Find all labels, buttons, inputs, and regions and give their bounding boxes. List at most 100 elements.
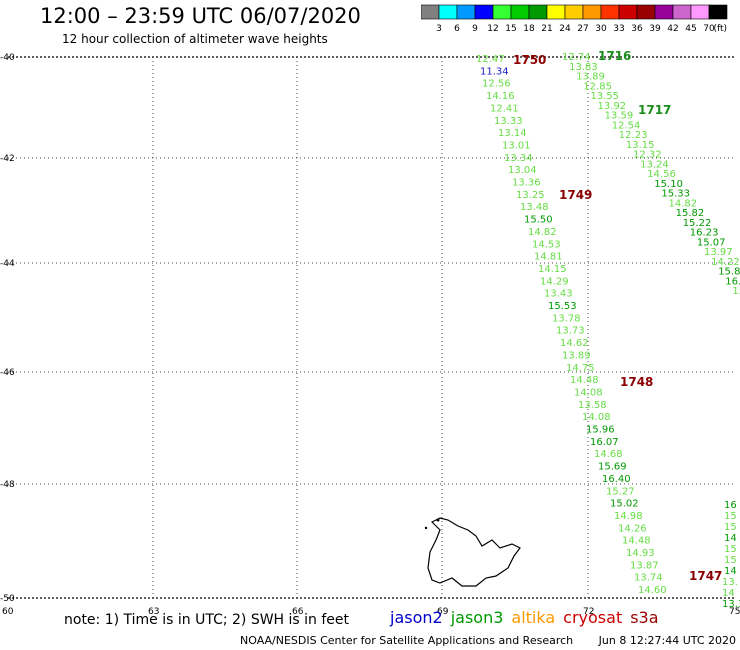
wave-height-value: 15.96	[586, 425, 615, 436]
wave-height-value: 13.73	[556, 326, 585, 337]
wave-height-value: 13.83	[569, 62, 598, 73]
track-id-1748: 1748	[620, 375, 653, 389]
islet	[436, 518, 440, 522]
legend-label: 15	[505, 24, 516, 34]
wave-height-value: 13.43	[544, 289, 573, 300]
wave-height-value: 14.08	[582, 412, 611, 423]
legend-label: 39	[649, 24, 661, 34]
legend-label: 70	[703, 24, 715, 34]
wave-height-value: 16.23	[690, 228, 719, 239]
legend-label: 33	[613, 24, 624, 34]
wave-height-value: 12.23	[619, 130, 648, 141]
wave-height-value: 13.04	[508, 165, 537, 176]
wave-height-value: 13.74	[634, 573, 663, 584]
wave-height-value: 15.85	[718, 267, 740, 278]
wave-height-value: 15.02	[610, 499, 639, 510]
lon-label: 60	[2, 607, 14, 617]
legend-label: 21	[541, 24, 552, 34]
track-id-1716: 1716	[598, 49, 631, 63]
wave-height-value: 15.27	[606, 486, 635, 497]
legend-label: 18	[523, 24, 535, 34]
legend-label: 12	[487, 24, 498, 34]
lon-label: 66	[292, 607, 304, 617]
satellite-cryosat: cryosat	[563, 608, 623, 627]
wave-height-value: 14.98	[614, 511, 643, 522]
wave-height-value: 13.59	[605, 111, 634, 122]
wave-height-value: 13.92	[598, 101, 627, 112]
wave-height-value: 12.54	[612, 120, 641, 131]
wave-height-value: 13.58	[578, 400, 607, 411]
wave-height-value: 13.48	[520, 202, 549, 213]
wave-height-value: 14.75	[566, 363, 595, 374]
wave-height-value: 15.69	[598, 462, 627, 473]
satellite-legend: jason2 jason3 altika cryosat s3a	[390, 608, 667, 627]
wave-height-value: 13.97	[704, 247, 733, 258]
wave-height-value: 16	[724, 500, 737, 511]
wave-height-value: 14.53	[532, 239, 561, 250]
wave-height-value: 14.22	[711, 257, 740, 268]
wave-height-value: 14.56	[647, 169, 676, 180]
wave-height-value: 15	[724, 544, 737, 555]
page-subtitle: 12 hour collection of altimeter wave hei…	[62, 32, 328, 46]
wave-height-value: 13.15	[626, 140, 655, 151]
lat-label: -44	[0, 259, 15, 269]
page-title: 12:00 – 23:59 UTC 06/07/2020	[40, 4, 361, 28]
wave-height-value: 14.48	[570, 375, 599, 386]
wave-height-value: 14.48	[622, 536, 651, 547]
wave-height-value: 15.82	[676, 208, 705, 219]
wave-height-value: 14	[724, 566, 737, 577]
legend-unit: (ft)	[713, 24, 727, 34]
track-id-1750: 1750	[513, 53, 546, 67]
satellite-s3a: s3a	[630, 608, 659, 627]
wave-height-value: 13.55	[590, 91, 619, 102]
wave-height-value: 13.3	[722, 599, 740, 610]
wave-height-value: 16.5	[725, 276, 740, 287]
lon-label: 69	[437, 607, 449, 617]
wave-height-value: 15.50	[524, 215, 553, 226]
footer-credit: NOAA/NESDIS Center for Satellite Applica…	[240, 634, 574, 647]
wave-height-value: 15	[724, 511, 737, 522]
wave-height-value: 14.26	[618, 523, 647, 534]
wave-height-value: 13.89	[576, 72, 605, 83]
wave-height-value: 14.29	[540, 276, 569, 287]
wave-height-value: 12.85	[583, 81, 612, 92]
wave-height-value: 12.41	[490, 103, 519, 114]
wave-height-value: 14.60	[638, 585, 667, 596]
legend-swatch	[708, 4, 728, 20]
legend-label: 24	[559, 24, 571, 34]
legend-label: 30	[595, 24, 607, 34]
wave-height-value: 14.68	[594, 449, 623, 460]
legend-label: 3	[436, 24, 442, 34]
lat-label: -46	[0, 368, 15, 378]
lat-label: -40	[0, 53, 15, 63]
wave-height-value: 13.34	[504, 153, 533, 164]
footer-timestamp: Jun 8 12:27:44 UTC 2020	[598, 634, 737, 647]
wave-height-value: 12.56	[482, 79, 511, 90]
wave-height-value: 13.	[722, 577, 738, 588]
wave-height-value: 15	[732, 286, 740, 297]
wave-height-value: 14.81	[534, 252, 563, 263]
wave-height-value: 15.22	[683, 218, 712, 229]
wave-height-value: 13.25	[516, 190, 545, 201]
legend-label: 9	[472, 24, 478, 34]
footer: NOAA/NESDIS Center for Satellite Applica…	[240, 634, 740, 647]
note-text: note: 1) Time is in UTC; 2) SWH is in fe…	[64, 612, 350, 628]
wave-height-value: 15.07	[697, 237, 726, 248]
satellite-altika: altika	[511, 608, 556, 627]
lat-label: -42	[0, 154, 15, 164]
wave-height-value: 14.82	[528, 227, 557, 238]
wave-height-value: 12.47	[476, 54, 505, 65]
wave-height-value: 14.16	[486, 91, 515, 102]
wave-height-value: 14.62	[560, 338, 589, 349]
wave-height-value: 14	[724, 533, 737, 544]
lat-label: -50	[0, 594, 15, 604]
wave-height-value: 13.24	[640, 159, 669, 170]
wave-height-value: 14.15	[538, 264, 567, 275]
wave-height-value: 14.08	[574, 387, 603, 398]
track-id-1717: 1717	[638, 103, 671, 117]
satellite-jason2: jason2	[390, 608, 443, 627]
lon-label: 63	[148, 607, 159, 617]
wave-height-value: 13.89	[562, 350, 591, 361]
wave-height-value: 13.87	[630, 560, 659, 571]
